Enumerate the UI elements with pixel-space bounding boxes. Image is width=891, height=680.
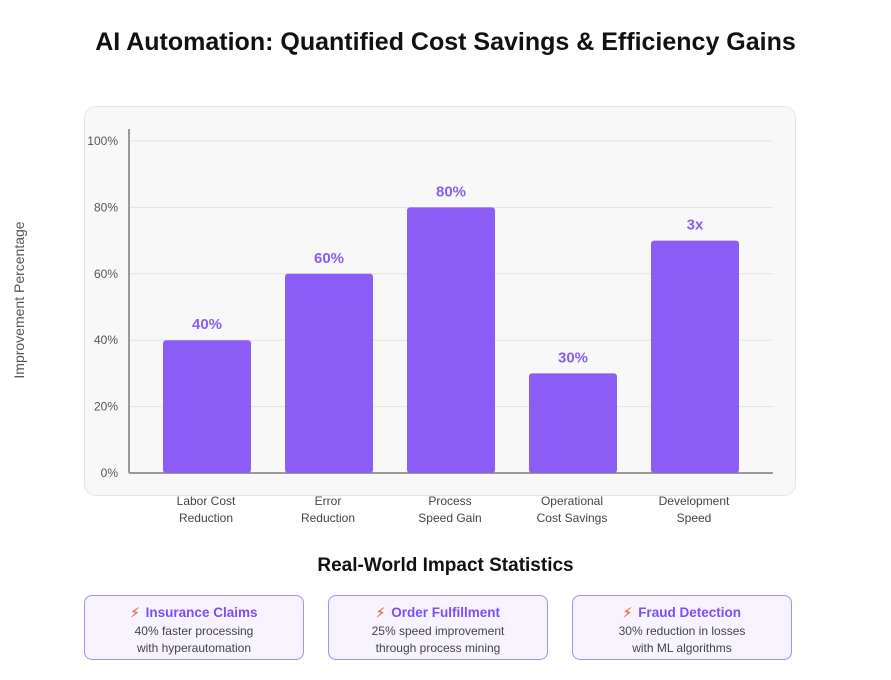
stat-card-description: 40% faster processing with hyperautomati… [85,623,303,657]
y-tick-label: 80% [94,200,118,214]
x-tick-label-line: Speed [676,511,712,525]
data-label: 40% [192,316,222,333]
stat-card-insurance-claims: ⚡︎ Insurance Claims 40% faster processing… [84,595,304,660]
x-tick-label-line: Reduction [178,511,234,525]
stat-card-line: 30% reduction in losses [618,624,746,638]
x-tick-label-line: Development [658,494,730,508]
x-tick-label: Process Speed Gain [390,493,510,527]
data-label: 30% [558,349,588,366]
stat-card-line: through process mining [375,641,501,655]
bar [651,240,739,473]
impact-section-title: Real-World Impact Statistics [317,555,574,576]
stat-card-line: 40% faster processing [134,624,254,638]
data-label: 80% [436,183,466,200]
bar [285,273,373,473]
stat-card-title: Fraud Detection [638,605,741,620]
bar [407,207,495,473]
page-title: AI Automation: Quantified Cost Savings &… [95,28,796,56]
y-tick-label: 20% [94,400,118,414]
y-tick-label: 100% [87,134,118,148]
lightning-icon: ⚡︎ [376,605,386,620]
x-tick-label-line: Reduction [300,511,356,525]
x-tick-label-line: Cost Savings [536,511,608,525]
y-axis-label: Improvement Percentage [11,221,27,379]
x-tick-label-line: Labor Cost [176,494,236,508]
stat-card-fraud-detection: ⚡︎ Fraud Detection 30% reduction in losse… [572,595,792,660]
lightning-icon: ⚡︎ [130,605,140,620]
stat-card-line: with ML algorithms [632,641,732,655]
bar-chart: 0% 20% 40% 60% 80% 100% 40% 60% 80% 30% 3x [87,129,773,480]
x-tick-label-line: Process [428,494,472,508]
stat-card-description: 30% reduction in losses with ML algorith… [573,623,791,657]
y-tick-label: 0% [101,466,119,480]
stat-card-description: 25% speed improvement through process mi… [329,623,547,657]
x-tick-label: Error Reduction [268,493,388,527]
bar [163,340,251,473]
x-tick-label: Development Speed [634,493,754,527]
chart-panel: 0% 20% 40% 60% 80% 100% 40% 60% 80% 30% 3x [84,106,796,496]
bar [529,373,617,473]
stat-card-title: Order Fulfillment [391,605,500,620]
stat-card-title: Insurance Claims [145,605,258,620]
x-tick-label-line: Speed Gain [418,511,482,525]
data-label: 3x [687,217,704,234]
stat-card-line: with hyperautomation [136,641,252,655]
stat-card-order-fulfillment: ⚡︎ Order Fulfillment 25% speed improvemen… [328,595,548,660]
y-tick-label: 60% [94,267,118,281]
stat-card-line: 25% speed improvement [371,624,505,638]
x-tick-label-line: Operational [540,494,604,508]
x-tick-label: Labor Cost Reduction [146,493,266,527]
data-label: 60% [314,250,344,267]
lightning-icon: ⚡︎ [623,605,633,620]
x-tick-label-line: Error [314,494,342,508]
x-tick-label: Operational Cost Savings [512,493,632,527]
y-tick-label: 40% [94,333,118,347]
